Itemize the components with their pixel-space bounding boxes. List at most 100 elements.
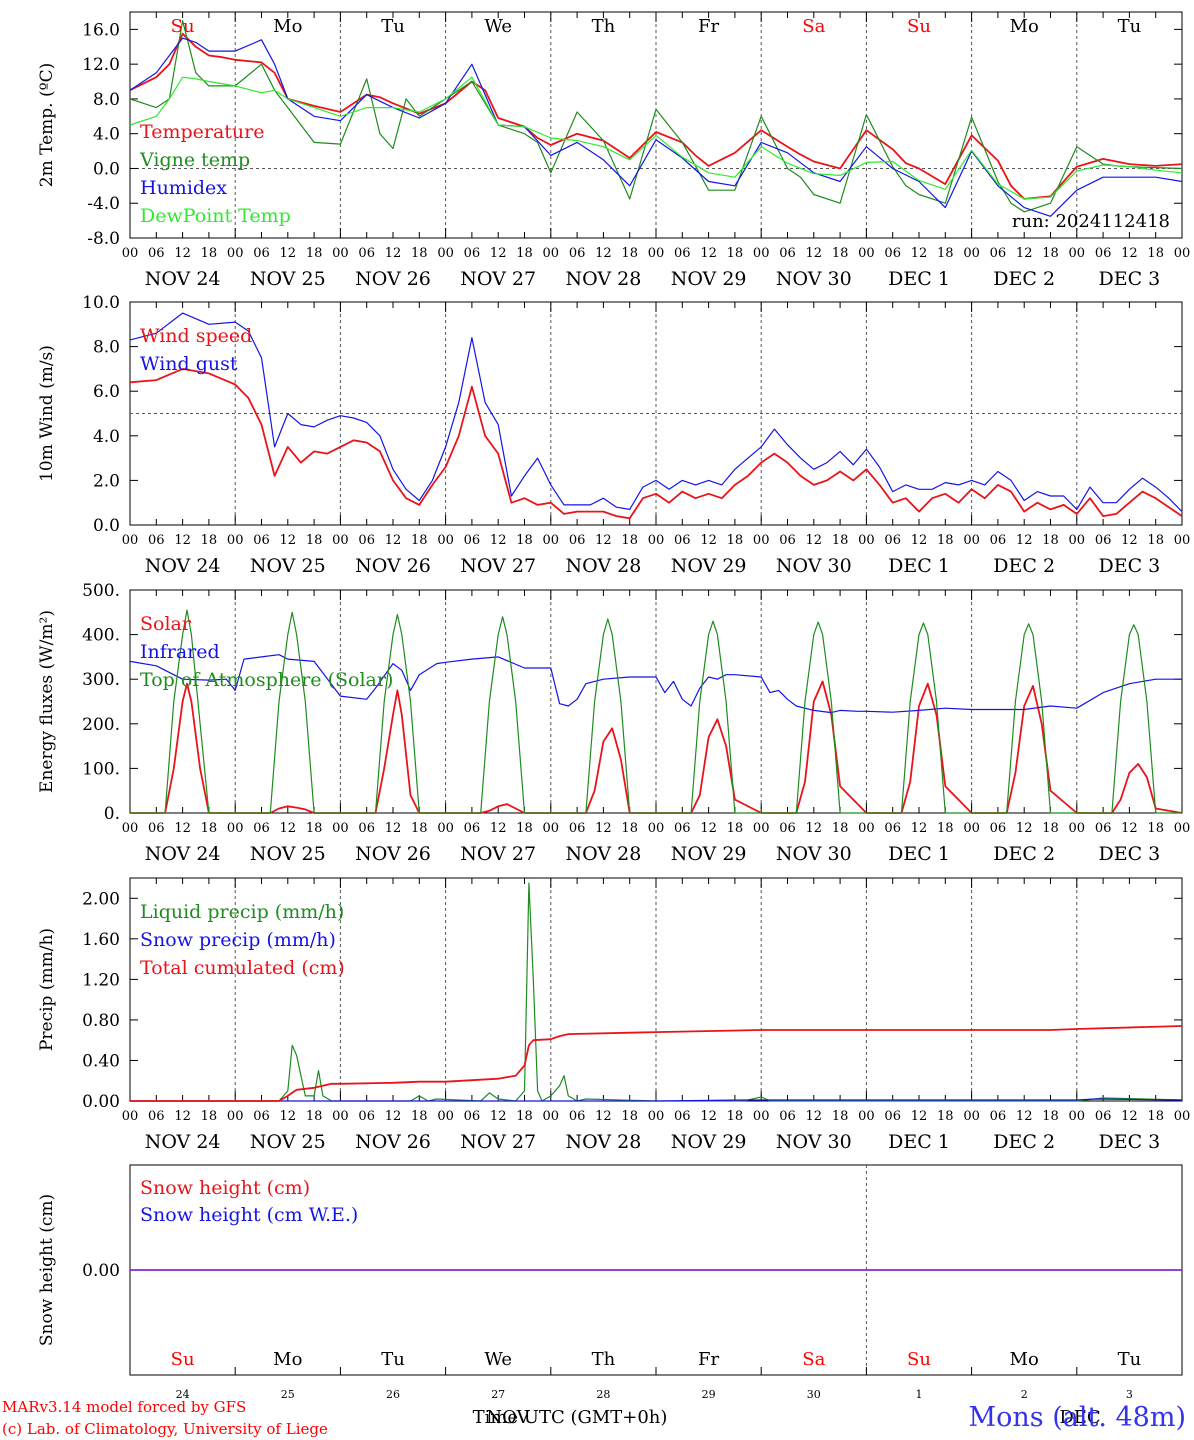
- hour-tick-label: 00: [122, 821, 139, 836]
- credit-lab: (c) Lab. of Climatology, University of L…: [2, 1420, 328, 1438]
- hour-tick-label: 06: [464, 246, 481, 261]
- date-label: DEC 1: [888, 843, 950, 865]
- hour-tick-label: 18: [516, 246, 533, 261]
- day-number-label: 28: [596, 1388, 610, 1401]
- hour-tick-label: 00: [1069, 1109, 1086, 1124]
- day-label: Fr: [698, 1349, 719, 1370]
- y-tick-label: 200.: [82, 715, 120, 735]
- date-label: DEC 1: [888, 555, 950, 577]
- hour-tick-label: 18: [306, 821, 323, 836]
- y-tick-label: 500.: [82, 581, 120, 601]
- hour-tick-label: 00: [332, 246, 349, 261]
- hour-tick-label: 00: [437, 821, 454, 836]
- credit-model: MARv3.14 model forced by GFS: [2, 1398, 247, 1416]
- day-label: Mo: [1010, 1349, 1039, 1370]
- hour-tick-label: 18: [306, 246, 323, 261]
- hour-tick-label: 00: [543, 246, 560, 261]
- hour-tick-label: 06: [148, 1109, 165, 1124]
- day-label: Sa: [802, 1349, 825, 1370]
- hour-tick-label: 12: [700, 533, 717, 548]
- series-line: [130, 1025, 1183, 1102]
- day-number-label: 24: [176, 1388, 190, 1401]
- y-axis-title: 10m Wind (m/s): [37, 345, 57, 482]
- hour-tick-label: 12: [1016, 821, 1033, 836]
- hour-tick-label: 18: [306, 533, 323, 548]
- hour-tick-label: 12: [595, 246, 612, 261]
- hour-tick-label: 06: [884, 246, 901, 261]
- date-label: NOV 25: [250, 555, 326, 577]
- date-label: NOV 28: [565, 1131, 641, 1153]
- hour-tick-label: 18: [832, 246, 849, 261]
- series-line: [130, 609, 1182, 814]
- day-number-label: 30: [807, 1388, 821, 1401]
- run-label: run: 2024112418: [1012, 211, 1170, 232]
- day-number-label: 27: [491, 1388, 505, 1401]
- hour-tick-label: 18: [516, 821, 533, 836]
- day-label: Mo: [273, 16, 302, 37]
- y-tick-label: -4.0: [87, 194, 120, 214]
- day-label: Su: [907, 1349, 931, 1370]
- date-label: NOV 29: [671, 843, 747, 865]
- hour-tick-label: 06: [674, 821, 691, 836]
- series-line: [130, 882, 1183, 1102]
- date-label: NOV 30: [776, 1131, 852, 1153]
- y-tick-label: 2.00: [82, 889, 120, 909]
- hour-tick-label: 18: [1147, 246, 1164, 261]
- day-label: Fr: [698, 16, 719, 37]
- hour-tick-label: 00: [227, 821, 244, 836]
- date-label: DEC 2: [993, 1131, 1055, 1153]
- hour-tick-label: 00: [648, 533, 665, 548]
- hour-tick-label: 06: [674, 533, 691, 548]
- hour-tick-label: 00: [963, 1109, 980, 1124]
- hour-tick-label: 12: [1121, 1109, 1138, 1124]
- hour-tick-label: 06: [990, 246, 1007, 261]
- hour-tick-label: 18: [727, 821, 744, 836]
- hour-tick-label: 12: [806, 1109, 823, 1124]
- hour-tick-label: 12: [174, 246, 191, 261]
- hour-tick-label: 12: [385, 533, 402, 548]
- day-label: Tu: [381, 1349, 405, 1370]
- hour-tick-label: 06: [569, 533, 586, 548]
- hour-tick-label: 12: [490, 821, 507, 836]
- y-tick-label: 10.0: [82, 293, 120, 313]
- hour-tick-label: 00: [1174, 533, 1191, 548]
- hour-tick-label: 06: [990, 533, 1007, 548]
- day-label: Su: [171, 1349, 195, 1370]
- date-label: NOV 26: [355, 268, 431, 290]
- month-label: NOV: [486, 1407, 530, 1428]
- hour-tick-label: 12: [1121, 821, 1138, 836]
- day-label: Th: [592, 1349, 616, 1370]
- hour-tick-label: 12: [174, 821, 191, 836]
- hour-tick-label: 00: [1174, 821, 1191, 836]
- hour-tick-label: 12: [911, 1109, 928, 1124]
- series-line: [129, 76, 1183, 200]
- hour-tick-label: 12: [911, 246, 928, 261]
- hour-tick-label: 18: [727, 1109, 744, 1124]
- hour-tick-label: 18: [727, 246, 744, 261]
- hour-tick-label: 00: [963, 821, 980, 836]
- legend-entry: Infrared: [140, 641, 220, 663]
- date-label: DEC 3: [1099, 555, 1161, 577]
- date-label: DEC 2: [993, 268, 1055, 290]
- hour-tick-label: 12: [595, 821, 612, 836]
- y-tick-label: 400.: [82, 626, 120, 646]
- hour-tick-label: 18: [621, 821, 638, 836]
- date-label: NOV 24: [145, 1131, 221, 1153]
- month-label: DEC: [1059, 1407, 1100, 1428]
- hour-tick-label: 12: [1121, 246, 1138, 261]
- hour-tick-label: 06: [253, 246, 270, 261]
- hour-tick-label: 18: [201, 246, 218, 261]
- y-tick-label: 0.: [104, 804, 120, 824]
- hour-tick-label: 12: [595, 1109, 612, 1124]
- y-tick-label: 0.80: [82, 1011, 120, 1031]
- hour-tick-label: 12: [911, 533, 928, 548]
- hour-tick-label: 12: [280, 821, 297, 836]
- y-tick-label: 4.0: [93, 427, 120, 447]
- hour-tick-label: 18: [832, 533, 849, 548]
- day-number-label: 25: [281, 1388, 295, 1401]
- y-tick-label: 8.0: [93, 90, 120, 110]
- hour-tick-label: 12: [700, 821, 717, 836]
- hour-tick-label: 12: [385, 246, 402, 261]
- y-tick-label: 12.0: [82, 55, 120, 75]
- y-axis-title: Snow height (cm): [37, 1194, 57, 1346]
